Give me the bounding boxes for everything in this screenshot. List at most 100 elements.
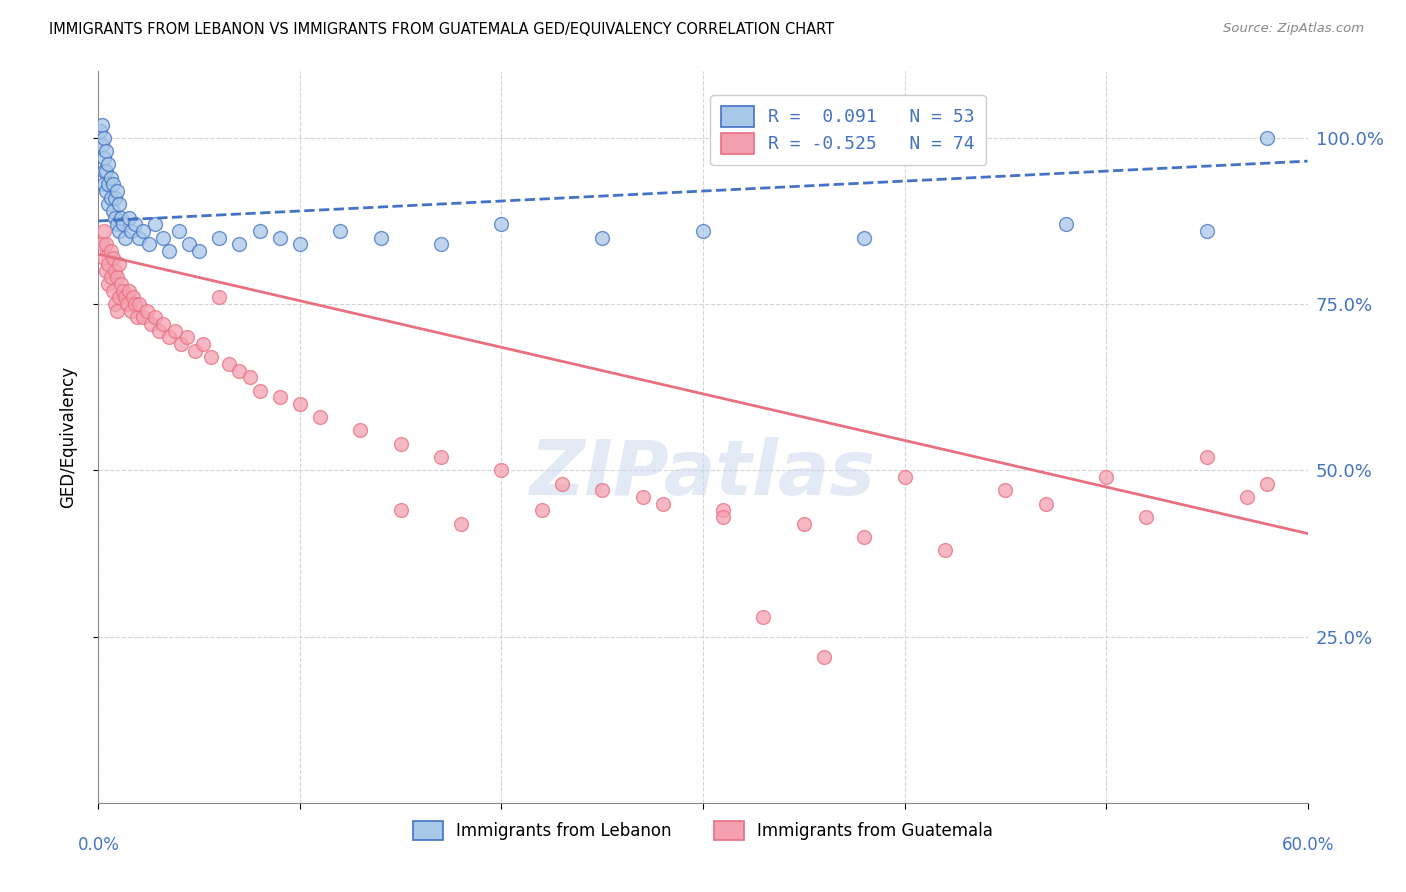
- Point: [208, 230, 231, 244]
- Text: IMMIGRANTS FROM LEBANON VS IMMIGRANTS FROM GUATEMALA GED/EQUIVALENCY CORRELATION: IMMIGRANTS FROM LEBANON VS IMMIGRANTS FR…: [49, 22, 834, 37]
- Point: [651, 497, 673, 511]
- Point: [208, 290, 231, 304]
- Point: [157, 244, 180, 258]
- Text: 60.0%: 60.0%: [1281, 836, 1334, 854]
- Point: [91, 237, 114, 252]
- Point: [631, 490, 654, 504]
- Point: [249, 384, 271, 398]
- Point: [591, 483, 613, 498]
- Point: [1095, 470, 1118, 484]
- Point: [1195, 224, 1218, 238]
- Point: [157, 330, 180, 344]
- Text: ZIPatlas: ZIPatlas: [530, 437, 876, 510]
- Point: [91, 137, 114, 152]
- Point: [752, 609, 775, 624]
- Point: [120, 303, 142, 318]
- Point: [91, 118, 114, 132]
- Point: [249, 224, 271, 238]
- Point: [107, 257, 129, 271]
- Point: [269, 230, 291, 244]
- Point: [450, 516, 472, 531]
- Point: [118, 211, 141, 225]
- Point: [139, 317, 162, 331]
- Point: [96, 237, 118, 252]
- Point: [100, 191, 122, 205]
- Point: [269, 390, 291, 404]
- Point: [711, 509, 734, 524]
- Point: [179, 237, 201, 252]
- Point: [105, 303, 128, 318]
- Point: [107, 290, 129, 304]
- Point: [100, 244, 122, 258]
- Point: [994, 483, 1017, 498]
- Point: [107, 197, 129, 211]
- Point: [97, 277, 120, 292]
- Point: [551, 476, 574, 491]
- Point: [96, 264, 118, 278]
- Point: [93, 151, 115, 165]
- Point: [124, 217, 146, 231]
- Point: [97, 257, 120, 271]
- Point: [711, 503, 734, 517]
- Point: [853, 530, 876, 544]
- Point: [105, 217, 128, 231]
- Point: [100, 170, 122, 185]
- Point: [491, 217, 513, 231]
- Point: [188, 244, 211, 258]
- Point: [309, 410, 332, 425]
- Point: [110, 277, 132, 292]
- Point: [152, 317, 174, 331]
- Point: [103, 211, 125, 225]
- Point: [121, 290, 143, 304]
- Point: [100, 270, 122, 285]
- Point: [105, 184, 128, 198]
- Point: [89, 124, 111, 138]
- Point: [107, 224, 129, 238]
- Point: [389, 503, 412, 517]
- Point: [288, 397, 311, 411]
- Point: [176, 330, 198, 344]
- Point: [430, 237, 453, 252]
- Point: [105, 270, 128, 285]
- Point: [288, 237, 311, 252]
- Point: [103, 297, 125, 311]
- Point: [118, 284, 141, 298]
- Point: [97, 178, 120, 192]
- Legend: Immigrants from Lebanon, Immigrants from Guatemala: Immigrants from Lebanon, Immigrants from…: [406, 814, 1000, 847]
- Point: [135, 303, 157, 318]
- Point: [138, 237, 160, 252]
- Point: [93, 178, 115, 192]
- Point: [218, 357, 240, 371]
- Point: [1135, 509, 1157, 524]
- Point: [93, 224, 115, 238]
- Point: [893, 470, 915, 484]
- Point: [97, 197, 120, 211]
- Point: [228, 363, 250, 377]
- Point: [120, 224, 142, 238]
- Point: [128, 230, 150, 244]
- Point: [200, 351, 222, 365]
- Point: [132, 310, 155, 325]
- Point: [111, 217, 134, 231]
- Point: [239, 370, 262, 384]
- Point: [132, 224, 155, 238]
- Point: [93, 131, 115, 145]
- Point: [125, 310, 148, 325]
- Point: [103, 264, 125, 278]
- Point: [491, 463, 513, 477]
- Point: [591, 230, 613, 244]
- Point: [143, 217, 166, 231]
- Point: [813, 649, 835, 664]
- Point: [128, 297, 150, 311]
- Point: [103, 191, 125, 205]
- Point: [934, 543, 956, 558]
- Point: [152, 230, 174, 244]
- Point: [692, 224, 714, 238]
- Point: [96, 164, 118, 178]
- Point: [1054, 217, 1077, 231]
- Point: [167, 224, 190, 238]
- Point: [349, 424, 371, 438]
- Point: [96, 144, 118, 158]
- Point: [111, 284, 134, 298]
- Point: [793, 516, 815, 531]
